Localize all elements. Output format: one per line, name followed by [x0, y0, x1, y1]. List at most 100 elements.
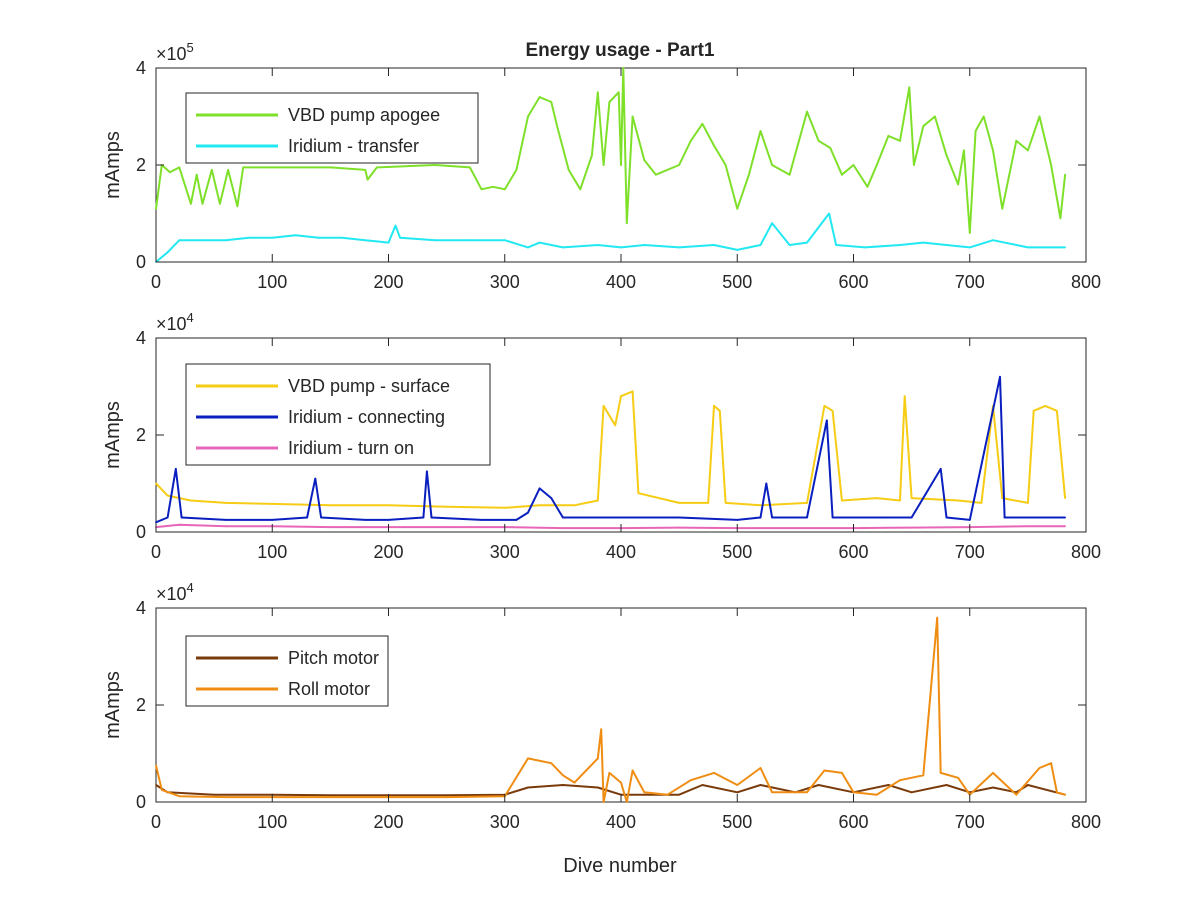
data-point: [387, 519, 390, 521]
data-point: [155, 784, 157, 786]
data-point: [242, 166, 245, 169]
data-point: [329, 166, 332, 169]
data-point: [224, 525, 227, 528]
data-point: [236, 205, 239, 208]
data-point: [166, 251, 169, 254]
y-tick-label: 0: [136, 252, 146, 272]
data-point: [213, 793, 216, 796]
data-point: [771, 222, 773, 225]
subplot-2: 0 100 200 300 400 500 600 700 800024×104mAmpsVBD…: [102, 310, 1101, 562]
legend: VBD pump apogee Iridium - transfer: [185, 92, 479, 164]
data-point: [631, 769, 634, 772]
x-tick-label: 200: [373, 542, 403, 562]
data-point: [835, 244, 837, 246]
data-point: [622, 67, 625, 69]
data-point: [934, 115, 936, 118]
data-point: [887, 135, 890, 137]
data-point: [1059, 217, 1062, 220]
data-point: [527, 757, 529, 760]
data-point: [992, 786, 994, 789]
data-point: [620, 246, 622, 249]
data-point: [707, 502, 710, 504]
data-point: [825, 419, 828, 422]
data-point: [963, 149, 965, 152]
data-point: [480, 188, 483, 191]
y-tick-label: 0: [136, 522, 146, 542]
data-point: [556, 125, 558, 128]
data-point: [1064, 525, 1066, 528]
data-point: [841, 772, 843, 774]
data-point: [945, 154, 948, 157]
data-point: [178, 523, 181, 526]
data-point: [1064, 246, 1066, 249]
x-tick-label: 600: [838, 812, 868, 832]
data-point: [852, 164, 855, 166]
data-point: [1027, 246, 1029, 249]
subplot-3: 0 100 200 300 400 500 600 700 800024×104mAmpsPit…: [102, 580, 1101, 832]
data-point: [922, 774, 925, 777]
data-point: [614, 424, 617, 427]
data-point: [306, 516, 308, 519]
data-point: [736, 207, 739, 210]
data-point: [562, 516, 564, 519]
data-point: [178, 239, 181, 242]
data-point: [701, 122, 704, 125]
data-point: [992, 772, 994, 774]
data-point: [503, 188, 506, 191]
data-point: [562, 246, 564, 249]
x-tick-label: 500: [722, 272, 752, 292]
data-point: [875, 793, 878, 796]
y-axis-exponent-power: 4: [187, 580, 194, 595]
y-axis-exponent: ×104: [156, 580, 194, 604]
data-point: [655, 173, 657, 176]
data-point: [166, 516, 169, 519]
x-tick-label: 800: [1071, 812, 1101, 832]
data-point: [875, 497, 878, 499]
data-point: [982, 115, 985, 118]
data-point: [596, 244, 599, 246]
data-point: [771, 516, 773, 519]
data-point: [527, 246, 529, 249]
data-point: [155, 207, 157, 210]
data-point: [910, 791, 913, 794]
data-point: [908, 86, 911, 89]
x-tick-label: 0: [151, 542, 161, 562]
data-point: [1032, 409, 1035, 412]
data-point: [155, 764, 157, 767]
data-point: [806, 502, 808, 504]
data-point: [1015, 793, 1018, 796]
data-point: [718, 409, 721, 412]
data-point: [515, 169, 518, 171]
data-point: [445, 526, 448, 528]
data-point: [492, 185, 494, 188]
data-point: [434, 239, 436, 242]
data-point: [387, 504, 390, 507]
data-point: [329, 526, 332, 528]
data-point: [713, 772, 715, 774]
data-point: [341, 236, 343, 239]
data-point: [1038, 767, 1041, 769]
series-line-vbd-pump-surface: [155, 390, 1067, 509]
data-point: [596, 91, 599, 94]
y-axis-exponent: ×104: [156, 310, 194, 334]
y-axis-exponent: ×105: [156, 40, 194, 64]
data-point: [666, 793, 669, 796]
data-point: [271, 519, 274, 521]
y-axis-exponent-power: 4: [187, 310, 194, 325]
data-point: [841, 173, 843, 176]
data-point: [602, 164, 605, 166]
y-tick-label: 4: [136, 58, 146, 78]
data-point: [579, 188, 582, 191]
data-point: [759, 130, 762, 132]
y-tick-label: 4: [136, 598, 146, 618]
data-point: [445, 794, 448, 797]
data-point: [678, 526, 680, 529]
data-point: [271, 166, 274, 169]
data-point: [1001, 497, 1004, 499]
x-tick-label: 700: [955, 542, 985, 562]
data-point: [957, 499, 959, 502]
data-point: [771, 164, 773, 166]
data-point: [910, 526, 913, 529]
data-point: [864, 246, 866, 249]
legend-label: Iridium - connecting: [288, 407, 445, 427]
